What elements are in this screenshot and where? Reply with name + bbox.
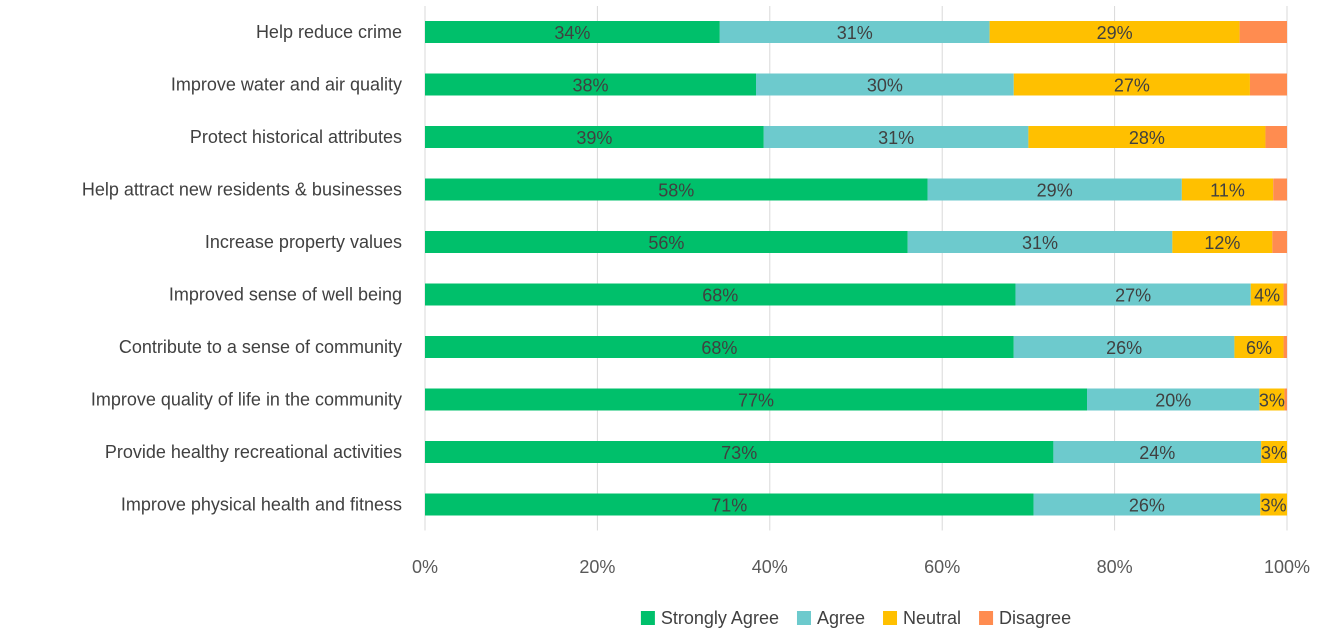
x-tick-label: 80% (1097, 557, 1133, 577)
data-label: 27% (1114, 76, 1150, 96)
data-label: 38% (572, 76, 608, 96)
bar-segment-agree (1013, 336, 1235, 358)
category-label: Improve water and air quality (171, 75, 402, 95)
bar-segment-agree (1015, 283, 1251, 306)
bar-segment-neutral (1261, 441, 1287, 463)
bar-segment-disagree (1265, 126, 1287, 148)
legend-label: Agree (817, 608, 865, 628)
bar-segment-strongly-agree (425, 283, 1016, 306)
bar-segment-neutral (1181, 178, 1274, 201)
data-label: 20% (1155, 391, 1191, 411)
bar-segment-strongly-agree (425, 126, 764, 148)
legend-swatch (883, 611, 898, 625)
data-label: 39% (576, 128, 612, 148)
x-tick-label: 20% (579, 557, 615, 577)
legend-label: Disagree (999, 608, 1071, 628)
bar-segment-disagree (1284, 388, 1287, 411)
bar-segment-agree (1033, 493, 1261, 516)
category-label: Improve physical health and fitness (121, 495, 402, 515)
data-label: 3% (1259, 391, 1285, 411)
bar-segment-neutral (1013, 73, 1250, 96)
bar-segment-neutral (1250, 283, 1284, 306)
bar-segment-disagree (1283, 336, 1287, 358)
data-label: 77% (738, 391, 774, 411)
legend-swatch (796, 611, 811, 625)
data-label: 34% (554, 23, 590, 43)
data-label: 73% (721, 443, 757, 463)
category-labels: Help reduce crime Improve water and air q… (82, 22, 402, 515)
category-label: Provide healthy recreational activities (105, 442, 402, 462)
data-label: 26% (1129, 496, 1165, 516)
bar-segment-agree (1087, 388, 1260, 411)
category-label: Help attract new residents & businesses (82, 180, 402, 200)
bar-segment-agree (907, 231, 1173, 253)
legend-swatch (640, 611, 655, 625)
bar-segment-strongly-agree (425, 336, 1014, 358)
data-label: 31% (1022, 233, 1058, 253)
data-label: 26% (1106, 338, 1142, 358)
bar-segment-disagree (1272, 231, 1287, 253)
data-label: 28% (1129, 128, 1165, 148)
x-axis-ticks: 0% 20% 40% 60% 80% 100% (412, 557, 1310, 577)
data-label: 56% (648, 233, 684, 253)
legend-label: Neutral (903, 608, 961, 628)
bar-segment-agree (763, 126, 1029, 148)
data-label: 24% (1139, 443, 1175, 463)
data-label: 31% (878, 128, 914, 148)
x-tick-label: 60% (924, 557, 960, 577)
bar-segment-neutral (1234, 336, 1284, 358)
legend-label: Strongly Agree (661, 608, 779, 628)
bar-segment-disagree (1283, 283, 1287, 306)
bar-segment-agree (1053, 441, 1262, 463)
bar-segment-strongly-agree (425, 441, 1054, 463)
bar-segment-disagree (1273, 178, 1287, 201)
bar-segment-neutral (1172, 231, 1273, 253)
bar-segment-disagree (1249, 73, 1287, 96)
bar-segment-strongly-agree (425, 388, 1088, 411)
data-label: 3% (1261, 443, 1287, 463)
x-tick-label: 0% (412, 557, 438, 577)
data-label: 68% (701, 338, 737, 358)
bar-segment-neutral (989, 21, 1240, 43)
bar-segment-strongly-agree (425, 493, 1034, 516)
bar-segment-strongly-agree (425, 231, 908, 253)
data-label: 3% (1261, 496, 1287, 516)
bar-segment-neutral (1260, 493, 1287, 516)
data-label: 58% (658, 181, 694, 201)
data-label: 68% (702, 286, 738, 306)
x-tick-label: 40% (752, 557, 788, 577)
legend-swatch (979, 611, 994, 625)
data-label: 29% (1037, 181, 1073, 201)
data-label: 71% (711, 496, 747, 516)
bar-segment-agree (719, 21, 990, 43)
data-label: 6% (1246, 338, 1272, 358)
category-label: Increase property values (205, 232, 402, 252)
x-tick-label: 100% (1264, 557, 1310, 577)
category-label: Protect historical attributes (190, 127, 402, 147)
data-label: 31% (837, 23, 873, 43)
bar-segment-strongly-agree (425, 178, 928, 201)
data-label: 27% (1115, 286, 1151, 306)
data-label: 11% (1210, 181, 1245, 201)
bar-segment-neutral (1028, 126, 1266, 148)
category-label: Improved sense of well being (169, 285, 402, 305)
bar-segment-disagree (1239, 21, 1287, 43)
category-label: Help reduce crime (256, 22, 402, 42)
category-label: Contribute to a sense of community (119, 337, 402, 357)
bar-segment-neutral (1259, 388, 1285, 411)
bar-segment-agree (756, 73, 1014, 96)
data-label: 4% (1254, 286, 1280, 306)
bars (425, 21, 1287, 516)
bar-segment-strongly-agree (425, 21, 720, 43)
data-label: 30% (867, 76, 903, 96)
category-label: Improve quality of life in the community (91, 390, 402, 410)
legend: Strongly Agree Agree Neutral Disagree (640, 608, 1071, 628)
bar-segment-strongly-agree (425, 73, 757, 96)
data-label: 12% (1204, 233, 1240, 253)
bar-segment-agree (927, 178, 1182, 201)
data-labels: 34% 31% 29% 38% 30% 27% 39% 31% 28% 58% 29% 11% 56% 3… (554, 23, 1287, 516)
data-label: 29% (1097, 23, 1133, 43)
